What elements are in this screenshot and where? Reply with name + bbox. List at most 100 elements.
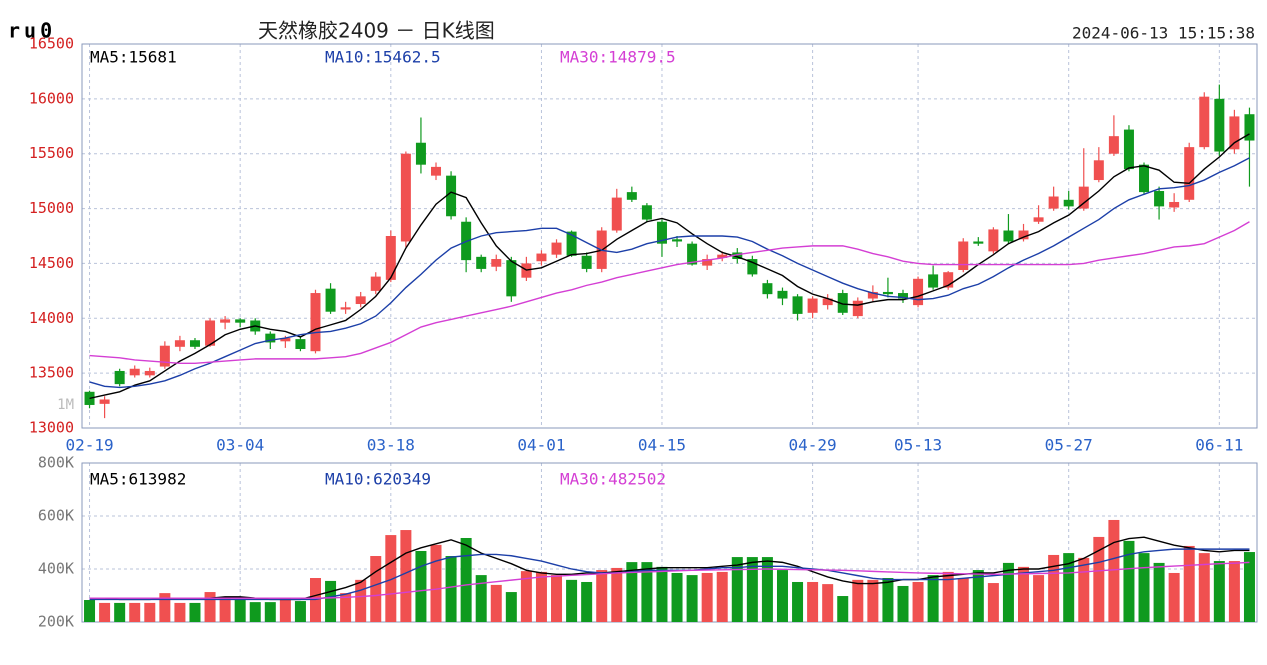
candle-body xyxy=(1003,230,1014,242)
candle-body xyxy=(415,142,426,165)
x-tick-label: 04-15 xyxy=(638,436,686,455)
candle-body xyxy=(943,272,954,288)
ma-line xyxy=(89,548,1250,601)
candle-body xyxy=(370,276,381,291)
timestamp: 2024-06-13 15:15:38 xyxy=(1072,24,1255,43)
candle-body xyxy=(732,252,743,260)
volume-bar xyxy=(746,557,758,622)
volume-bar xyxy=(400,530,412,622)
plot-frame xyxy=(81,462,1258,623)
candle-body xyxy=(476,256,487,269)
y-tick-label: 14500 xyxy=(29,254,74,272)
candle-body xyxy=(913,278,924,306)
volume-bar xyxy=(867,579,879,622)
x-tick-label: 05-27 xyxy=(1045,436,1093,455)
volume-bar xyxy=(430,544,442,622)
candle-body xyxy=(852,300,863,317)
volume-bar xyxy=(566,579,578,622)
candle-body xyxy=(114,370,125,385)
candle-body xyxy=(265,333,276,343)
x-tick-label: 03-04 xyxy=(216,436,264,455)
volume-bar xyxy=(445,556,457,622)
candle-body xyxy=(205,320,216,346)
candle-body xyxy=(1214,98,1225,152)
symbol: ru0 xyxy=(8,19,56,43)
volume-bar xyxy=(505,592,517,622)
plot-frame xyxy=(81,43,1258,429)
candle-body xyxy=(1184,147,1195,200)
legend-entry: MA5:15681 xyxy=(90,48,177,67)
candle-body xyxy=(491,259,502,267)
candle-body xyxy=(928,274,939,288)
candle-body xyxy=(551,242,562,255)
candle-body xyxy=(1108,136,1119,154)
volume-bar xyxy=(656,566,668,622)
volume-bar xyxy=(1018,566,1030,622)
volume-bar xyxy=(475,575,487,622)
volume-bar xyxy=(1093,536,1105,622)
volume-bar xyxy=(1243,552,1255,622)
volume-bar xyxy=(701,572,713,622)
volume-bar xyxy=(279,597,291,622)
volume-bar xyxy=(1138,553,1150,622)
x-tick-label: 05-13 xyxy=(894,436,942,455)
volume-bar xyxy=(99,602,111,622)
candle-body xyxy=(687,243,698,265)
volume-bar xyxy=(1228,561,1240,622)
volume-bar xyxy=(1033,575,1045,622)
y-tick-label: 400K xyxy=(38,560,74,578)
volume-bar xyxy=(716,571,728,622)
volume-bar xyxy=(189,602,201,622)
candle-body xyxy=(1139,164,1150,193)
volume-bar xyxy=(249,602,261,622)
volume-bar xyxy=(1108,519,1120,622)
candle-body xyxy=(882,291,893,295)
candle-body xyxy=(988,229,999,252)
candle-body xyxy=(1199,96,1210,148)
candle-body xyxy=(1123,129,1134,170)
y-tick-label: 13500 xyxy=(29,364,74,382)
volume-bar xyxy=(385,535,397,622)
candle-body xyxy=(1154,191,1165,207)
candle-body xyxy=(1033,217,1044,222)
volume-bar xyxy=(114,602,126,622)
x-tick-label: 06-11 xyxy=(1195,436,1243,455)
volume-bar xyxy=(415,550,427,622)
candle-body xyxy=(536,253,547,262)
legend-entry: MA10:620349 xyxy=(325,470,431,489)
volume-bar xyxy=(1048,554,1060,622)
volume-bar xyxy=(942,571,954,622)
candle-body xyxy=(807,298,818,313)
volume-bar xyxy=(325,580,337,622)
candle-body xyxy=(385,236,396,280)
volume-bar xyxy=(174,602,186,622)
candle-body xyxy=(717,254,728,258)
volume-bar xyxy=(1153,562,1165,622)
ma-line xyxy=(89,561,1250,599)
volume-bar xyxy=(460,537,472,622)
y-tick-label: 200K xyxy=(38,613,74,631)
volume-bar xyxy=(355,579,367,622)
volume-bar xyxy=(84,600,96,622)
volume-bar xyxy=(761,557,773,622)
candle-body xyxy=(792,296,803,314)
candle-body xyxy=(672,239,683,242)
ma-line xyxy=(89,157,1250,389)
candle-body xyxy=(747,259,758,275)
candle-body xyxy=(355,296,366,305)
volume-bar xyxy=(897,585,909,622)
volume-bar xyxy=(626,562,638,622)
volume-bar xyxy=(611,567,623,622)
x-tick-label: 02-19 xyxy=(65,436,113,455)
candle-body xyxy=(99,399,110,404)
volume-bar xyxy=(1002,562,1014,622)
candle-body xyxy=(777,290,788,299)
y-tick-label: 13000 xyxy=(29,419,74,437)
candle-body xyxy=(235,319,246,323)
candle-body xyxy=(867,291,878,299)
y-tick-label: 14000 xyxy=(29,309,74,327)
candle-body xyxy=(431,166,442,176)
candle-body xyxy=(897,293,908,299)
candle-body xyxy=(1229,116,1240,150)
